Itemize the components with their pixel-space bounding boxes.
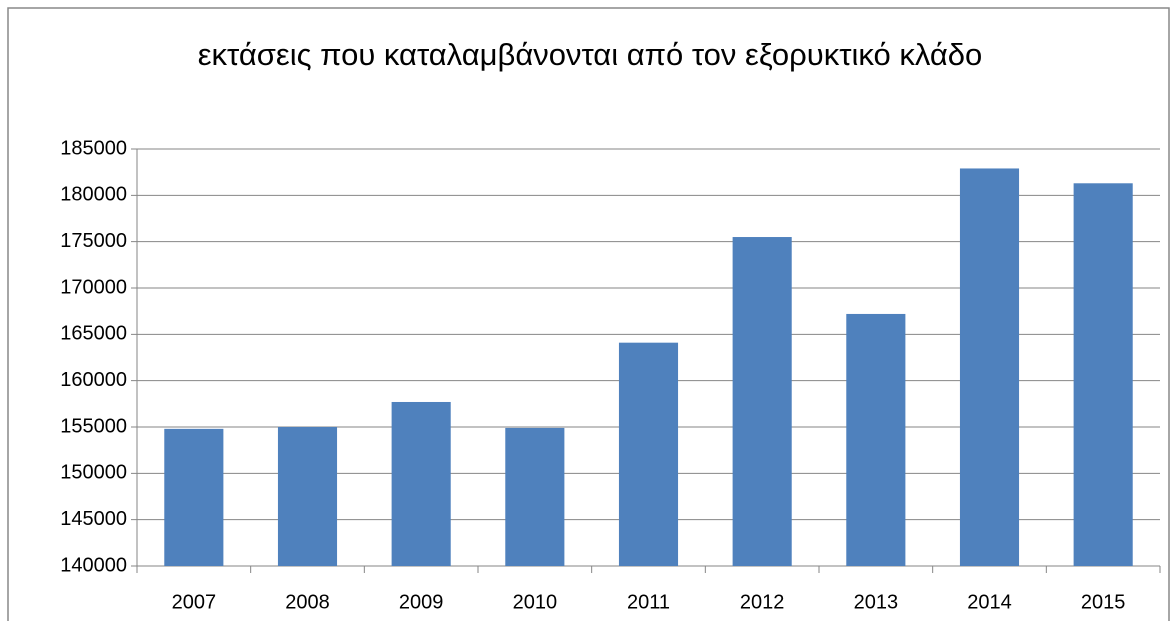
y-tick-label: 145000 (60, 508, 127, 530)
bar (164, 428, 224, 566)
x-tick-label: 2012 (740, 591, 785, 613)
x-tick-label: 2015 (1081, 591, 1126, 613)
y-tick-label: 180000 (60, 184, 127, 206)
y-tick-label: 170000 (60, 276, 127, 298)
chart-frame (7, 7, 1170, 621)
y-tick-label: 140000 (60, 554, 127, 576)
bar (846, 313, 906, 566)
bar (732, 237, 792, 567)
y-tick-label: 175000 (60, 230, 127, 252)
y-tick-label: 160000 (60, 369, 127, 391)
x-tick-label: 2009 (399, 591, 444, 613)
bar (505, 427, 565, 566)
bar (618, 342, 679, 566)
x-tick-label: 2007 (172, 591, 217, 613)
x-tick-label: 2011 (627, 591, 670, 613)
bar (391, 401, 451, 566)
bar (1073, 183, 1133, 566)
x-tick-label: 2008 (285, 591, 330, 613)
bar (277, 427, 338, 566)
x-tick-label: 2014 (967, 591, 1012, 613)
y-tick-label: 165000 (60, 323, 127, 345)
chart-title: εκτάσεις που καταλαμβάνονται από τον εξο… (197, 37, 983, 72)
bar (959, 168, 1020, 566)
x-tick-label: 2010 (513, 591, 558, 613)
y-tick-label: 155000 (60, 415, 127, 437)
y-tick-label: 185000 (60, 137, 127, 159)
y-tick-label: 150000 (60, 462, 127, 484)
x-tick-label: 2013 (854, 591, 899, 613)
